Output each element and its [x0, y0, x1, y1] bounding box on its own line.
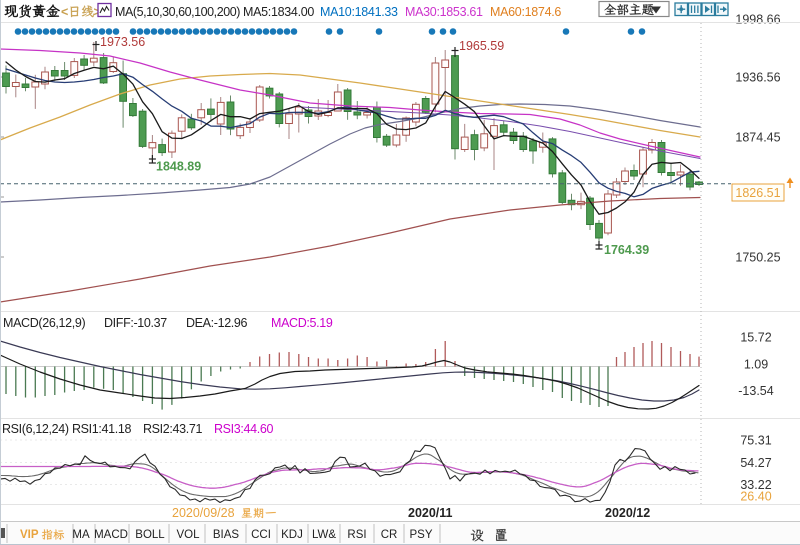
svg-text:MA5:1834.00: MA5:1834.00	[243, 5, 314, 19]
svg-text:MACD: MACD	[94, 529, 128, 541]
svg-text:54.27: 54.27	[740, 456, 771, 470]
svg-text:1874.45: 1874.45	[735, 131, 780, 145]
svg-text:RSI(6,12,24): RSI(6,12,24)	[2, 422, 69, 436]
svg-text:MA: MA	[72, 529, 90, 541]
svg-text:RSI2:43.71: RSI2:43.71	[143, 422, 202, 436]
svg-text:26.40: 26.40	[740, 490, 771, 504]
svg-text:VOL: VOL	[176, 529, 200, 541]
svg-text:CCI: CCI	[251, 529, 271, 541]
svg-text:2020/12: 2020/12	[605, 506, 650, 520]
svg-text:PSY: PSY	[409, 529, 432, 541]
svg-text:MACD(26,12,9): MACD(26,12,9)	[3, 316, 85, 330]
svg-text:33.22: 33.22	[740, 478, 771, 492]
svg-text:MA30:1853.61: MA30:1853.61	[405, 5, 483, 19]
svg-text:>: >	[94, 5, 101, 19]
svg-text:MA10:1841.33: MA10:1841.33	[320, 5, 398, 19]
svg-text:2020/09/28: 2020/09/28	[172, 506, 235, 520]
svg-text:15.72: 15.72	[740, 331, 771, 345]
svg-text:1965.59: 1965.59	[459, 39, 504, 53]
svg-text:DIFF:-10.37: DIFF:-10.37	[104, 316, 167, 330]
svg-text:1764.39: 1764.39	[604, 243, 649, 257]
svg-text:1973.56: 1973.56	[100, 35, 145, 49]
svg-text:LW&: LW&	[312, 529, 336, 541]
svg-text:RSI3:44.60: RSI3:44.60	[214, 422, 273, 436]
svg-text:VIP: VIP	[20, 529, 39, 541]
svg-text:1998.66: 1998.66	[735, 13, 780, 27]
svg-text:RSI1:41.18: RSI1:41.18	[72, 422, 131, 436]
svg-text:<: <	[61, 5, 68, 19]
svg-text:MA(5,10,30,60,100,200): MA(5,10,30,60,100,200)	[115, 5, 240, 19]
svg-text:1848.89: 1848.89	[156, 160, 201, 174]
svg-text:RSI: RSI	[347, 529, 366, 541]
svg-text:KDJ: KDJ	[281, 529, 303, 541]
svg-text:BIAS: BIAS	[213, 529, 240, 541]
svg-text:1826.51: 1826.51	[735, 186, 780, 200]
svg-text:1750.25: 1750.25	[735, 251, 780, 265]
svg-text:BOLL: BOLL	[135, 529, 165, 541]
svg-text:1936.56: 1936.56	[735, 71, 780, 85]
svg-text:MA60:1874.6: MA60:1874.6	[490, 5, 561, 19]
svg-text:-13.54: -13.54	[738, 384, 773, 398]
svg-text:DEA:-12.96: DEA:-12.96	[186, 316, 248, 330]
svg-text:MACD:5.19: MACD:5.19	[271, 316, 333, 330]
svg-text:75.31: 75.31	[740, 434, 771, 448]
svg-text:1.09: 1.09	[744, 358, 768, 372]
svg-text:2020/11: 2020/11	[408, 506, 453, 520]
svg-text:CR: CR	[381, 529, 398, 541]
